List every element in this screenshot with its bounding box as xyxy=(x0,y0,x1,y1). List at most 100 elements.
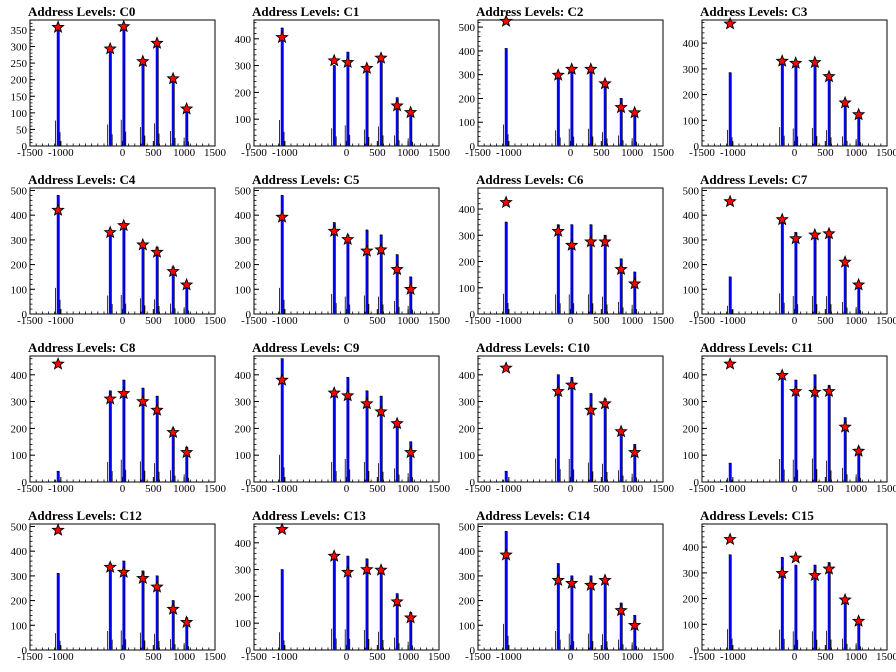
red-star-icon xyxy=(723,194,737,208)
red-star-icon xyxy=(360,243,374,257)
y-tick-label: 400 xyxy=(235,370,252,382)
red-star-icon xyxy=(136,394,150,408)
histogram-spike xyxy=(503,48,509,146)
red-star-icon xyxy=(598,234,612,248)
x-tick-label: 1000 xyxy=(845,147,868,159)
histogram-spike xyxy=(378,234,384,314)
chart-panel: Address Levels: C8 0 100 200 300 400 -1500 -100… xyxy=(0,336,227,504)
red-star-icon xyxy=(341,232,355,246)
histogram-spike xyxy=(331,222,337,314)
red-star-icon xyxy=(614,424,628,438)
y-tick-label: 250 xyxy=(11,58,28,70)
red-star-icon xyxy=(499,547,513,561)
histogram-spike xyxy=(139,59,146,146)
histogram-spike xyxy=(826,232,832,314)
red-star-icon xyxy=(838,592,852,606)
histogram-spike xyxy=(139,241,146,314)
chart-svg: 0 100 200 300 400 500 -1500 -1000 0 500 1000 1500 xyxy=(459,14,675,159)
histogram-spike xyxy=(779,59,785,146)
histogram-spike xyxy=(727,276,733,314)
red-star-icon xyxy=(614,262,628,276)
chart-title: Address Levels: C0 xyxy=(28,4,136,19)
chart-svg: 0 100 200 300 400 -1500 -1000 0 500 1000 1500 xyxy=(683,523,896,663)
red-star-icon xyxy=(565,576,579,590)
x-tick-label: -1000 xyxy=(48,651,74,663)
red-star-icon xyxy=(627,445,642,459)
histogram-spike xyxy=(811,232,818,314)
chart-svg: 0 100 200 300 400 -1500 -1000 0 500 1000 1500 xyxy=(683,16,896,159)
y-tick-label: 400 xyxy=(459,370,476,382)
red-star-icon xyxy=(627,105,642,119)
x-tick-label: 1500 xyxy=(204,315,227,327)
red-star-icon xyxy=(374,563,388,576)
histogram-spike xyxy=(779,219,785,314)
histogram-spike xyxy=(55,195,61,314)
y-tick-label: 200 xyxy=(683,423,700,435)
chart-panel: Address Levels: C12 0 100 200 300 400 500 -1500… xyxy=(0,504,227,672)
y-tick-label: 400 xyxy=(683,210,700,222)
x-tick-label: 0 xyxy=(792,315,798,327)
x-tick-label: -1500 xyxy=(465,147,491,159)
y-tick-label: 100 xyxy=(459,620,476,632)
red-star-icon xyxy=(822,384,836,398)
x-tick-label: 0 xyxy=(120,483,126,495)
x-tick-label: 1000 xyxy=(621,315,644,327)
histogram-spike xyxy=(107,47,113,146)
red-star-icon xyxy=(598,396,612,410)
x-tick-label: 1500 xyxy=(652,651,675,663)
x-tick-label: 1500 xyxy=(652,315,675,327)
chart-svg: 0 100 200 300 400 -1500 -1000 0 500 1000 1500 xyxy=(459,187,675,327)
x-tick-label: 0 xyxy=(792,147,798,159)
y-tick-label: 0 xyxy=(246,141,252,153)
red-star-icon xyxy=(565,238,579,251)
red-star-icon xyxy=(598,76,612,90)
red-star-icon xyxy=(116,565,131,578)
histogram-spike xyxy=(792,232,799,314)
y-tick-label: 0 xyxy=(246,477,252,489)
histogram-spike xyxy=(331,553,337,650)
red-star-icon xyxy=(808,227,822,241)
histogram-spike xyxy=(631,271,638,314)
y-tick-label: 350 xyxy=(11,25,28,37)
y-tick-label: 100 xyxy=(11,450,28,462)
chart-title: Address Levels: C12 xyxy=(28,508,142,523)
y-tick-label: 200 xyxy=(11,596,28,608)
histogram-spike xyxy=(120,26,127,147)
chart-title: Address Levels: C7 xyxy=(700,172,808,187)
red-star-icon xyxy=(723,356,737,370)
y-tick-label: 300 xyxy=(11,42,28,54)
y-tick-label: 0 xyxy=(22,645,28,657)
x-tick-label: -1500 xyxy=(17,147,43,159)
y-tick-label: 300 xyxy=(459,230,476,242)
x-tick-label: 0 xyxy=(568,651,574,663)
x-tick-label: -1000 xyxy=(496,147,522,159)
red-star-icon xyxy=(150,245,164,258)
red-star-icon xyxy=(627,618,642,632)
chart-svg: 0 100 200 300 400 500 -1500 -1000 0 500 1000 1500 xyxy=(11,521,227,663)
x-tick-label: 0 xyxy=(792,651,798,663)
histogram-spike xyxy=(503,531,509,650)
red-star-icon xyxy=(822,561,836,575)
y-tick-label: 100 xyxy=(683,115,700,127)
chart-title: Address Levels: C3 xyxy=(700,4,808,19)
y-tick-label: 400 xyxy=(11,210,28,222)
red-star-icon xyxy=(775,54,789,67)
y-tick-label: 300 xyxy=(459,571,476,583)
chart-panel: Address Levels: C2 0 100 200 300 400 500 -1500-… xyxy=(448,0,675,168)
y-tick-label: 400 xyxy=(235,538,252,550)
y-tick-label: 400 xyxy=(235,34,252,46)
x-tick-label: 500 xyxy=(817,315,834,327)
x-tick-label: 0 xyxy=(344,147,350,159)
x-tick-label: -1000 xyxy=(720,483,746,495)
red-star-icon xyxy=(360,562,374,576)
histogram-spike xyxy=(394,419,400,482)
chart-panel: Address Levels: C13 0 100 200 300 400 -1500 -10… xyxy=(224,504,451,672)
y-tick-label: 0 xyxy=(22,309,28,321)
red-star-icon xyxy=(808,55,822,69)
red-star-icon xyxy=(51,356,65,370)
red-star-icon xyxy=(723,16,737,30)
red-star-icon xyxy=(136,571,150,584)
x-tick-label: -1000 xyxy=(272,651,298,663)
y-tick-label: 300 xyxy=(11,571,28,583)
red-star-icon xyxy=(275,373,289,386)
